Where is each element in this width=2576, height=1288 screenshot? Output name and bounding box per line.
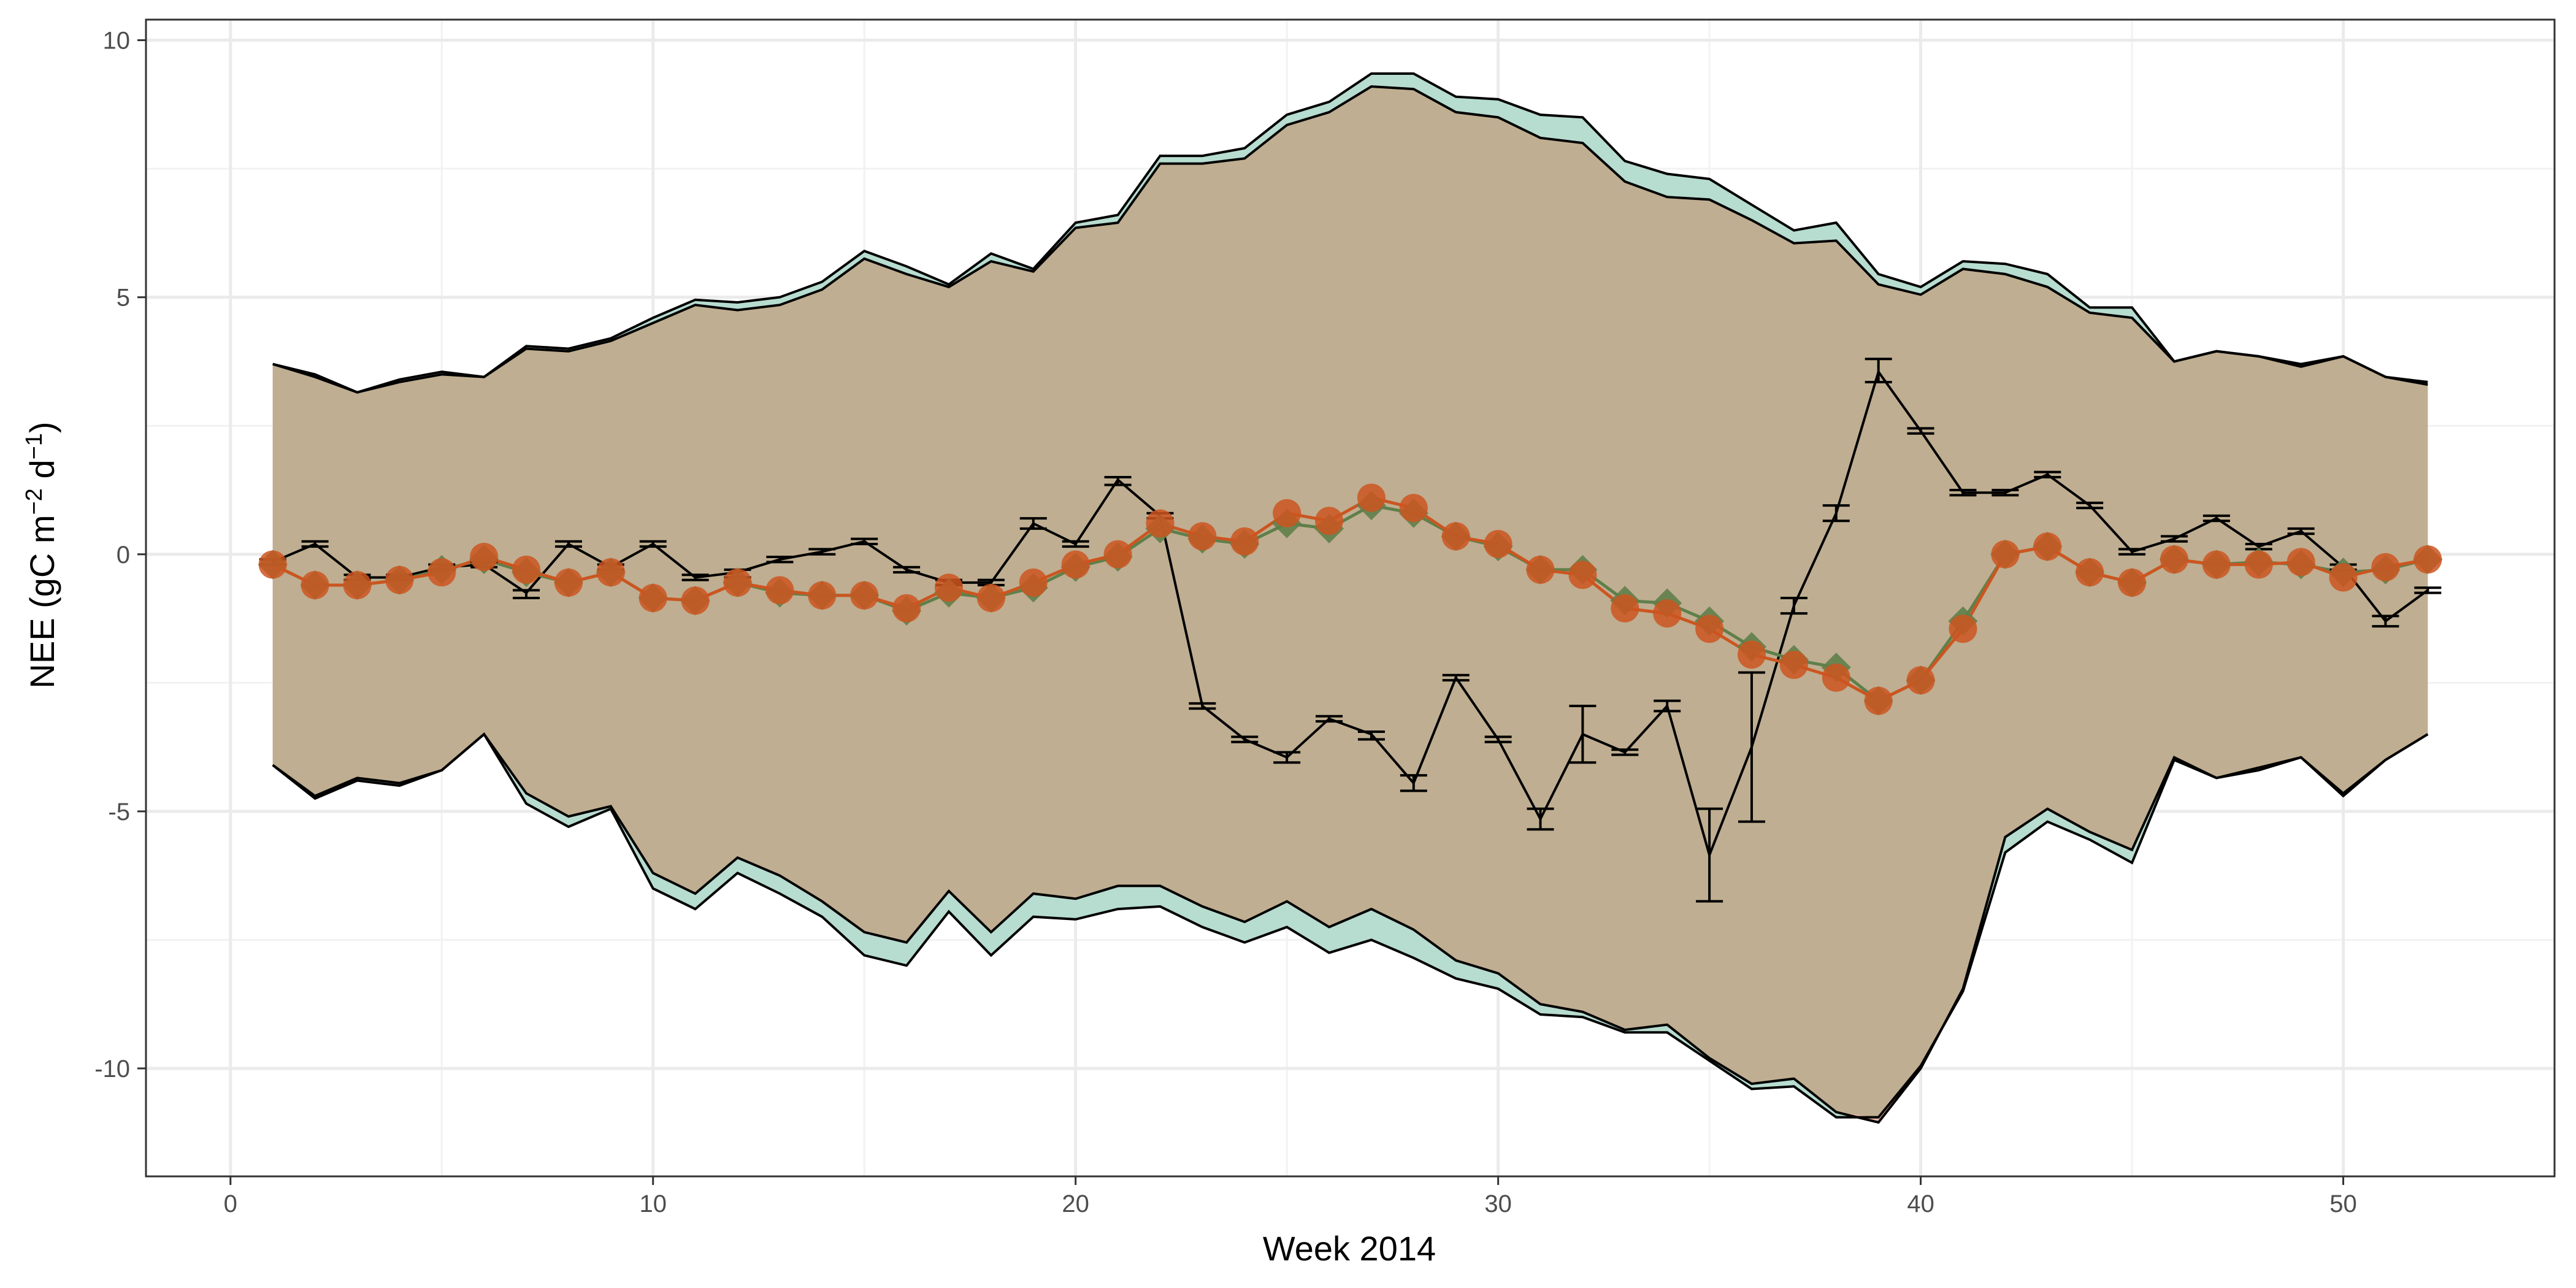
orange-series-point-marker	[1526, 555, 1555, 584]
orange-series-point-marker	[1188, 522, 1217, 551]
y-tick-label: -10	[94, 1056, 130, 1083]
orange-series-point-marker	[1230, 527, 1259, 556]
x-tick-label: 10	[639, 1190, 667, 1217]
orange-series-point-marker	[1611, 594, 1639, 623]
orange-series-point-marker	[638, 584, 667, 612]
uncertainty-bands	[272, 72, 2429, 1124]
x-axis-title: Week 2014	[1263, 1229, 1436, 1268]
orange-series-line	[272, 496, 2428, 703]
orange-series-point-marker	[301, 571, 329, 600]
orange-series-point-marker	[1695, 615, 1724, 643]
orange-series-point-marker	[512, 555, 541, 584]
orange-series-point-marker	[2118, 568, 2147, 597]
orange-series-point-marker	[1991, 540, 2020, 569]
orange-series-point-marker	[1653, 599, 1682, 628]
orange-series-point-marker	[850, 581, 879, 610]
orange-series-point-marker	[1568, 561, 1597, 589]
y-axis-ticks: -10 -5 0 5 10	[94, 28, 146, 1083]
orange-series-point-marker	[385, 565, 414, 594]
orange-series-point-marker	[2413, 545, 2442, 574]
series-lines	[272, 369, 2429, 859]
orange-series-point-marker	[765, 576, 794, 605]
y-tick-label: -5	[108, 799, 130, 826]
orange-series-point-marker	[1103, 540, 1132, 569]
orange-series-point-marker	[808, 581, 837, 610]
orange-series-point-marker	[1949, 615, 1977, 643]
red-band-upper-edge	[272, 85, 2428, 394]
orange-series-point-marker	[343, 571, 372, 600]
orange-series-point-marker	[1061, 550, 1090, 579]
overlap-uncertainty-band	[272, 86, 2428, 1117]
y-tick-label: 10	[103, 28, 131, 55]
orange-series-point-marker	[2244, 550, 2273, 579]
x-tick-label: 20	[1062, 1190, 1089, 1217]
orange-series-point-marker	[1779, 650, 1808, 679]
orange-series-point-marker	[1441, 522, 1470, 551]
orange-series-point-marker	[2160, 545, 2188, 574]
orange-series-point-marker	[892, 594, 921, 623]
orange-series-point-marker	[2287, 548, 2315, 577]
series-markers	[258, 483, 2443, 716]
y-tick-label: 0	[117, 542, 130, 569]
orange-series-point-marker	[1864, 686, 1893, 715]
x-tick-label: 50	[2329, 1190, 2357, 1217]
orange-series-point-marker	[427, 558, 456, 587]
x-tick-label: 40	[1907, 1190, 1934, 1217]
orange-series-point-marker	[2371, 553, 2400, 581]
orange-series-point-marker	[596, 558, 625, 587]
y-tick-label: 5	[117, 285, 130, 312]
orange-series-point-marker	[470, 542, 499, 571]
orange-series-point-marker	[258, 550, 287, 579]
orange-series-point-marker	[1906, 666, 1935, 695]
orange-series-point-marker	[1484, 529, 1512, 558]
y-axis-title: NEE (gC m−2 d−1)	[21, 421, 61, 688]
x-tick-label: 30	[1484, 1190, 1512, 1217]
orange-series-point-marker	[681, 586, 710, 615]
orange-series-point-marker	[1357, 483, 1386, 512]
orange-series-point-marker	[2329, 563, 2358, 592]
orange-series-point-marker	[2202, 550, 2231, 579]
orange-series-point-marker	[1822, 663, 1850, 692]
panel-border	[145, 18, 2556, 1178]
x-tick-label: 0	[224, 1190, 237, 1217]
orange-series-point-marker	[723, 568, 752, 597]
red-band-lower-edge	[272, 732, 2429, 1124]
orange-series-point-marker	[554, 568, 583, 597]
orange-series-point-marker	[1019, 568, 1048, 597]
orange-series-point-marker	[1146, 509, 1175, 538]
observed-series-line	[272, 369, 2429, 859]
orange-series-point-marker	[976, 584, 1005, 612]
orange-series-point-marker	[1399, 494, 1428, 523]
x-axis-ticks: 0 10 20 30 40 50	[224, 1176, 2357, 1217]
teal-band-lower-edge	[272, 732, 2429, 1119]
orange-series-point-marker	[2076, 558, 2104, 587]
orange-series-point-marker	[1315, 507, 1344, 535]
orange-series-point-marker	[935, 573, 963, 602]
orange-series-point-marker	[1738, 640, 1766, 669]
orange-series-point-marker	[2033, 532, 2062, 561]
orange-series-point-marker	[1273, 499, 1301, 527]
teal-band-upper-edge	[272, 72, 2428, 394]
